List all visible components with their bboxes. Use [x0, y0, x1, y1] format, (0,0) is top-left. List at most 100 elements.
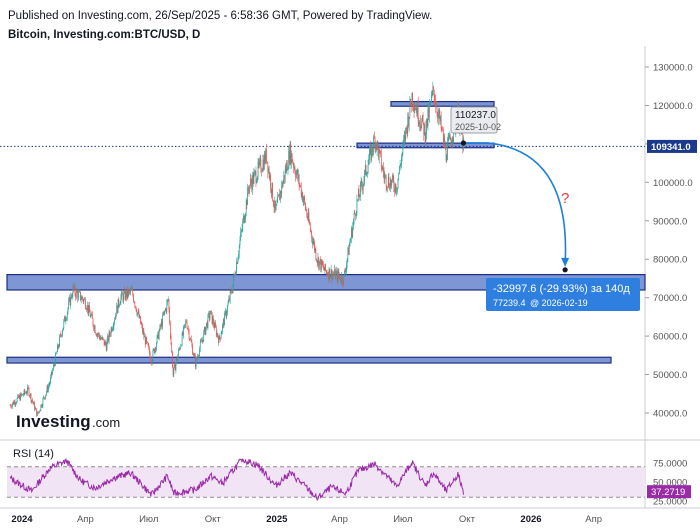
candle-body [144, 336, 145, 338]
time-tick-label: Апр [585, 514, 602, 525]
candle-body [379, 150, 381, 151]
candle-body [307, 212, 309, 219]
candle-body [188, 330, 190, 339]
candle-body [355, 213, 356, 217]
candle-body [356, 199, 358, 214]
candle-body [402, 143, 404, 153]
candle-body [302, 192, 303, 203]
logo-suffix: .com [92, 415, 120, 430]
candle-body [305, 209, 307, 211]
candle-body [185, 321, 187, 323]
time-tick-label: Апр [77, 514, 94, 525]
candle-body [337, 270, 338, 281]
candle-body [160, 324, 161, 327]
candle-body [98, 333, 99, 335]
candle-body [320, 259, 322, 270]
candle-body [20, 393, 21, 401]
candle-body [431, 94, 432, 103]
candle-body [115, 315, 117, 317]
candle-body [61, 335, 63, 336]
candle-body [24, 389, 26, 393]
candle-body [149, 347, 150, 354]
candle-body [424, 124, 425, 136]
candle-body [227, 302, 229, 306]
candle-body [300, 185, 302, 196]
candle-body [158, 331, 160, 339]
candle-body [373, 136, 375, 139]
candle-body [343, 274, 345, 285]
candle-body [323, 268, 325, 271]
candle-body [325, 264, 326, 271]
candle-body [179, 348, 180, 350]
candle-body [337, 271, 339, 281]
candle-body [80, 299, 82, 301]
candle-body [75, 290, 77, 298]
projection-target-date: @ 2026-02-19 [530, 298, 588, 308]
candle-body [23, 394, 24, 396]
candle-body [31, 399, 33, 402]
candle-body [190, 338, 191, 340]
rsi-band [7, 466, 645, 498]
candle-body [52, 369, 53, 374]
candle-body [307, 216, 308, 219]
candle-body [183, 326, 184, 336]
candle-body [188, 328, 189, 331]
candle-body [179, 348, 181, 350]
candle-body [38, 411, 40, 414]
candle-body [142, 330, 144, 333]
candle-body [430, 102, 432, 103]
rsi-tick-label: 75.0000 [653, 459, 687, 470]
candle-body [224, 311, 226, 313]
candle-body [166, 302, 168, 312]
candle-body [78, 291, 80, 293]
candle-body [436, 106, 438, 114]
candle-body [285, 168, 287, 172]
candle-body [414, 107, 416, 112]
candle-body [237, 258, 239, 264]
candle-body [107, 336, 108, 342]
candle-body [439, 110, 441, 121]
candle-body [172, 351, 173, 367]
candle-body [419, 121, 420, 125]
candle-body [153, 349, 155, 353]
candle-body [222, 320, 224, 325]
candle-body [419, 121, 421, 126]
candle-body [259, 160, 260, 166]
candle-body [25, 392, 26, 394]
candle-body [374, 138, 376, 148]
candle-body [449, 134, 450, 139]
zone-0 [6, 274, 646, 291]
candle-body [199, 342, 201, 349]
candle-body [316, 260, 318, 263]
candle-body [417, 102, 418, 117]
candle-body [128, 290, 130, 292]
candle-body [257, 162, 259, 177]
candle-body [410, 98, 411, 106]
candle-body [426, 118, 428, 127]
candle-body [364, 165, 366, 171]
candle-body [171, 343, 173, 352]
candle-body [153, 349, 154, 351]
candle-body [194, 354, 196, 357]
candle-body [330, 269, 332, 277]
candle-body [396, 188, 398, 192]
candle-body [10, 405, 12, 407]
candle-body [43, 396, 44, 399]
candle-body [429, 102, 431, 106]
candle-body [158, 331, 159, 339]
candle-body [82, 296, 83, 300]
candle-body [82, 299, 84, 302]
zone-3 [390, 100, 495, 107]
candle-body [269, 175, 271, 178]
candle-body [80, 291, 81, 301]
candle-body [357, 199, 358, 201]
candle-body [369, 150, 370, 160]
price-tick-label: 130000.0 [653, 63, 693, 74]
candle-body [422, 114, 424, 123]
candle-body [424, 124, 426, 142]
candle-body [452, 137, 454, 143]
time-tick-label: 2026 [520, 514, 541, 525]
candle-body [105, 341, 106, 345]
candle-body [193, 354, 195, 356]
candle-body [309, 221, 310, 225]
